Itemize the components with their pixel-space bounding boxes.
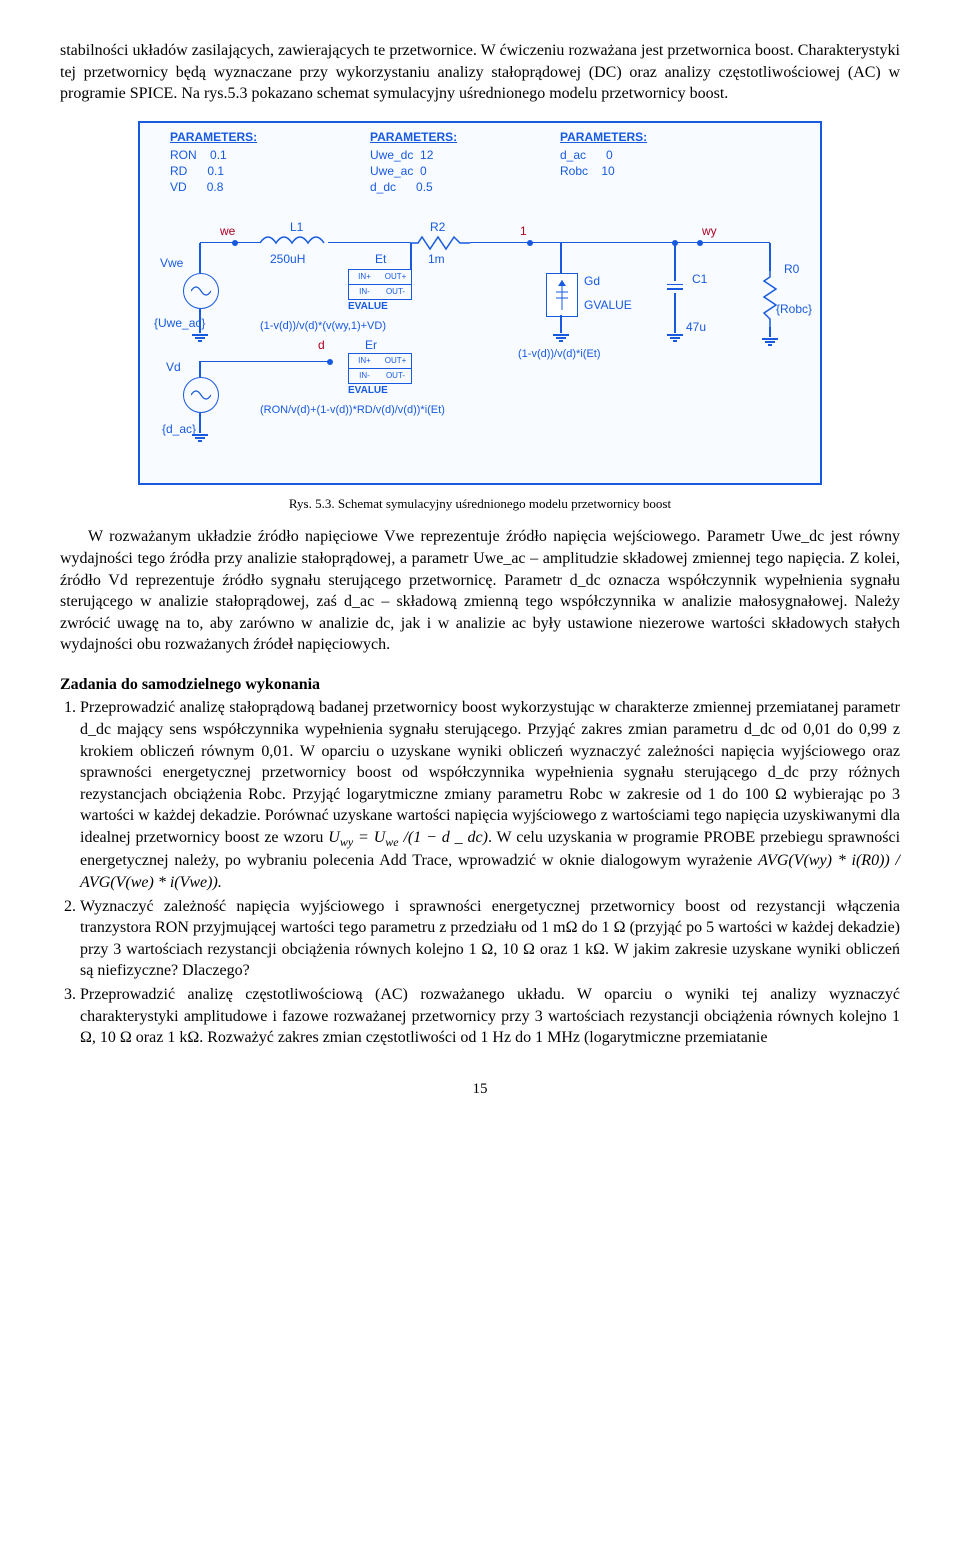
schematic-figure: PARAMETERS: RON 0.1 RD 0.1 VD 0.8 PARAME… [60, 121, 900, 513]
net-wy-label: wy [702, 223, 717, 239]
params-col-2: PARAMETERS: Uwe_dc 12 Uwe_ac 0 d_dc 0.5 [370, 129, 457, 196]
r0-value: {Robc} [776, 301, 812, 317]
vwe-source-icon [183, 273, 219, 309]
er-label: Er [365, 337, 377, 353]
tasks-heading: Zadania do samodzielnego wykonania [60, 674, 900, 696]
task-2: Wyznaczyć zależność napięcia wyjściowego… [80, 896, 900, 982]
task-1: Przeprowadzić analizę stałoprądową badan… [80, 697, 900, 893]
resistor-r2-icon [410, 235, 470, 251]
vd-label: Vd [166, 359, 181, 375]
node-d [327, 359, 333, 365]
net-d-label: d [318, 337, 325, 353]
node-c1 [672, 240, 678, 246]
l1-value: 250uH [270, 251, 305, 267]
et-expr: (1-v(d))/v(d)*(v(wy,1)+VD) [260, 319, 386, 334]
page-number: 15 [60, 1079, 900, 1099]
tasks-list: Przeprowadzić analizę stałoprądową badan… [60, 697, 900, 1048]
l1-label: L1 [290, 219, 303, 235]
gnd-icon [192, 333, 208, 343]
vwe-label: Vwe [160, 255, 183, 271]
gd-expr: (1-v(d))/v(d)*i(Et) [518, 347, 601, 362]
figure-caption: Rys. 5.3. Schemat symulacyjny uśrednione… [60, 495, 900, 513]
capacitor-c1-icon [667, 281, 683, 293]
gnd-icon-3 [553, 333, 569, 343]
net-1-label: 1 [520, 223, 527, 239]
vwe-value: {Uwe_ac} [154, 315, 205, 331]
evalue-er: IN+OUT+ IN-OUT- EVALUE [348, 353, 412, 384]
et-label: Et [375, 251, 386, 267]
gd-label: Gd [584, 273, 600, 289]
c1-value: 47u [686, 319, 706, 335]
r2-label: R2 [430, 219, 445, 235]
intro-paragraph: stabilności układów zasilających, zawier… [60, 40, 900, 105]
inductor-l1-icon [260, 235, 330, 251]
r2-value: 1m [428, 251, 445, 267]
resistor-r0-icon [762, 271, 778, 327]
c1-label: C1 [692, 271, 707, 287]
params-col-1: PARAMETERS: RON 0.1 RD 0.1 VD 0.8 [170, 129, 257, 196]
net-we-label: we [220, 223, 235, 239]
task-3: Przeprowadzić analizę częstotliwościową … [80, 984, 900, 1049]
gnd-icon-4 [667, 333, 683, 343]
vd-source-icon [183, 377, 219, 413]
er-expr: (RON/v(d)+(1-v(d))*RD/v(d)/v(d))*i(Et) [260, 403, 445, 418]
gvalue-label: GVALUE [584, 297, 632, 313]
schematic-canvas: PARAMETERS: RON 0.1 RD 0.1 VD 0.8 PARAME… [138, 121, 822, 485]
evalue-et: IN+OUT+ IN-OUT- EVALUE [348, 269, 412, 300]
vd-value: {d_ac} [162, 421, 196, 437]
gnd-icon-5 [762, 337, 778, 347]
gd-block [546, 273, 578, 317]
params-col-3: PARAMETERS: d_ac 0 Robc 10 [560, 129, 647, 180]
discussion-paragraph: W rozważanym układzie źródło napięciowe … [60, 526, 900, 656]
r0-label: R0 [784, 261, 799, 277]
